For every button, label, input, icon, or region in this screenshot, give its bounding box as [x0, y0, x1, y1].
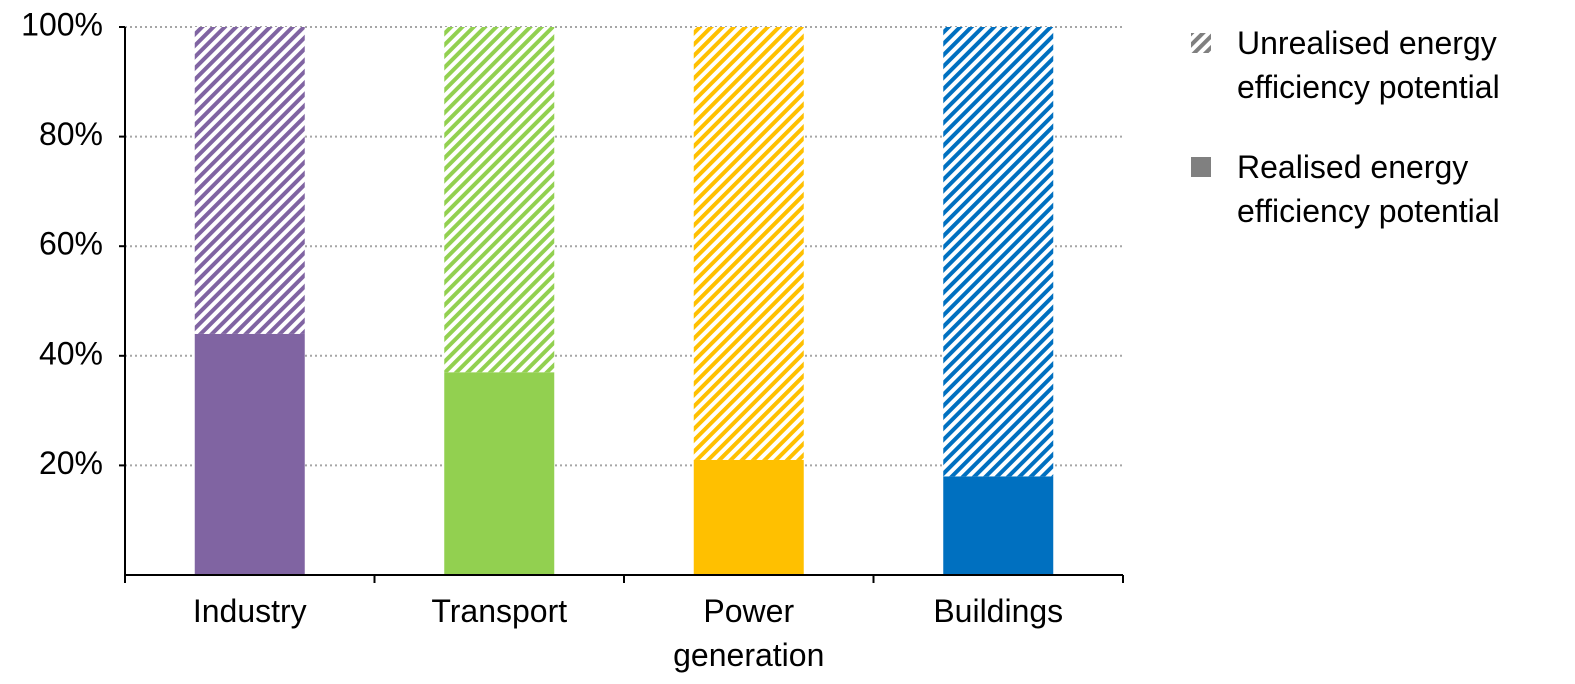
x-tick-label: Industry	[192, 593, 307, 629]
x-tick-label: Buildings	[933, 593, 1064, 629]
bar-segment	[943, 27, 1054, 477]
bar-segment	[194, 27, 305, 334]
y-tick-label: 100%	[21, 6, 103, 42]
x-tick-label: Power generation	[673, 593, 825, 673]
legend-label: Realised energy efficiency potential	[1237, 149, 1500, 229]
x-tick-label: Transport	[431, 593, 568, 629]
legend-swatch	[1191, 157, 1211, 177]
y-tick-label: 20%	[39, 445, 103, 481]
bar-segment	[194, 333, 305, 575]
bar-segment	[444, 372, 555, 575]
bar-segment	[444, 27, 555, 373]
legend-label: Unrealised energy efficiency potential	[1237, 25, 1500, 105]
y-tick-label: 60%	[39, 226, 103, 262]
bar-segment	[943, 476, 1054, 575]
bar-segment	[693, 459, 804, 575]
bar-segment	[693, 27, 804, 460]
y-tick-label: 80%	[39, 116, 103, 152]
legend-swatch	[1191, 33, 1211, 53]
y-tick-label: 40%	[39, 335, 103, 371]
